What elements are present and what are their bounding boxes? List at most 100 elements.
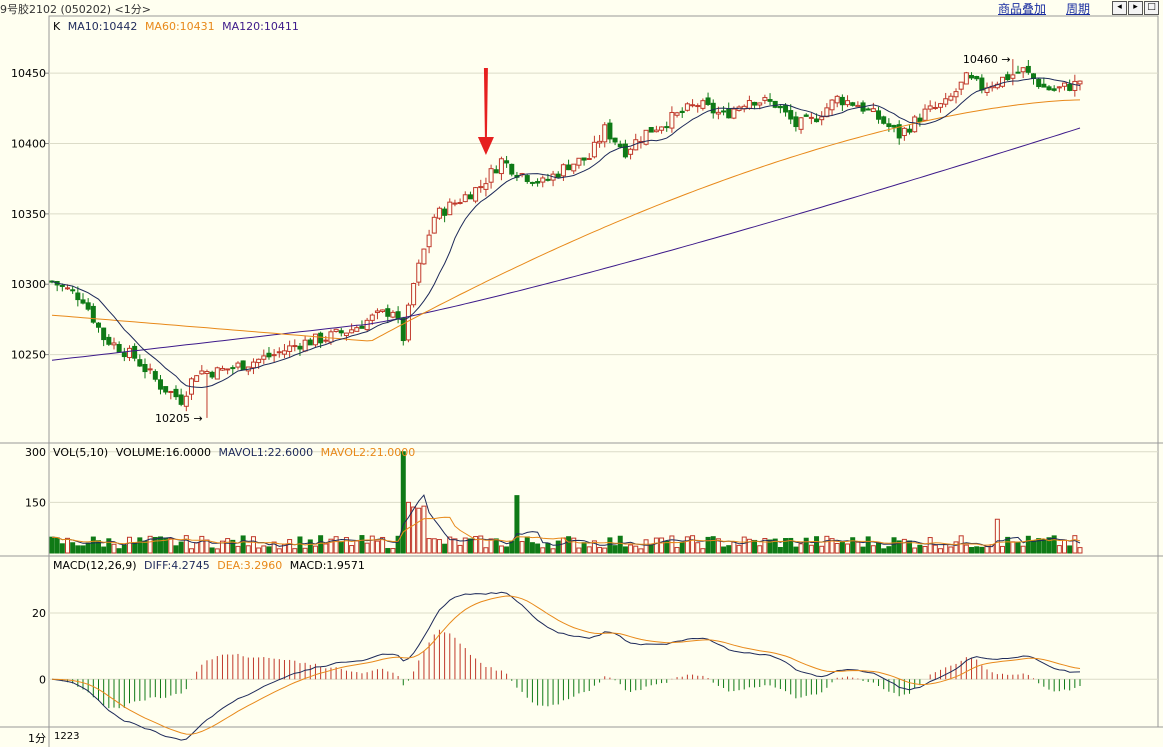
- volume-bar: [695, 542, 701, 554]
- volume-bar: [969, 546, 975, 554]
- volume-bar: [705, 536, 711, 554]
- volume-bar: [483, 547, 489, 554]
- diff-value: DIFF:4.2745: [144, 559, 210, 572]
- candle-body: [209, 371, 215, 378]
- candle-body: [194, 375, 200, 382]
- candle-body: [591, 141, 597, 158]
- overlay-button[interactable]: 商品叠加: [998, 2, 1047, 16]
- volume-bar: [364, 542, 370, 554]
- volume-bar: [752, 539, 758, 554]
- volume-bar: [354, 540, 360, 554]
- volume-bar: [700, 548, 706, 554]
- volume-bar: [59, 543, 65, 554]
- candle-body: [824, 107, 830, 118]
- candle-body: [1005, 74, 1011, 81]
- volume-bar: [194, 542, 200, 554]
- candle-body: [101, 327, 107, 341]
- diff-line: [51, 591, 1081, 741]
- candle-body: [560, 164, 566, 177]
- volume-bar: [922, 546, 928, 554]
- candle-body: [359, 325, 365, 329]
- macd-histogram: [56, 629, 1081, 709]
- candle-body: [395, 311, 401, 319]
- volume-bar: [1041, 538, 1047, 554]
- volume-bar: [457, 544, 463, 554]
- candle-body: [297, 345, 303, 350]
- y-tick-label: 10300: [11, 278, 46, 291]
- candle-body: [535, 181, 541, 184]
- volume-bar: [369, 535, 375, 554]
- candle-body: [116, 344, 122, 353]
- candle-body: [845, 100, 851, 106]
- candle-body: [819, 116, 825, 121]
- volume-bar: [793, 546, 799, 554]
- y-tick-label: 10250: [11, 349, 46, 362]
- candle-body: [473, 187, 479, 202]
- candle-body: [746, 100, 752, 110]
- volume-bar: [400, 451, 406, 554]
- price-legend: K MA10:10442 MA60:10431 MA120:10411: [53, 20, 303, 33]
- volume-bar: [106, 538, 112, 554]
- volume-bar: [514, 495, 520, 554]
- candle-body: [643, 129, 649, 145]
- candle-body: [555, 173, 561, 178]
- candle-body: [1077, 80, 1083, 85]
- candle-body: [106, 336, 112, 345]
- volume-bar: [209, 547, 215, 554]
- candles: [49, 59, 1083, 418]
- volume-bar: [199, 535, 205, 554]
- volume-bar: [85, 542, 91, 554]
- candle-body: [612, 137, 618, 143]
- volume-bar: [312, 545, 318, 554]
- volume-bar: [876, 541, 882, 554]
- volume-bar: [984, 545, 990, 554]
- candle-body: [839, 96, 845, 106]
- volume-bar: [142, 540, 148, 554]
- candle-body: [581, 157, 587, 161]
- arrow-right-icon[interactable]: ▸: [1128, 1, 1143, 15]
- arrow-left-icon[interactable]: ◂: [1112, 1, 1127, 15]
- candle-body: [597, 140, 603, 144]
- volume-bar: [385, 548, 391, 554]
- candle-body: [287, 345, 293, 352]
- volume-bar: [684, 536, 690, 554]
- volume-bar: [416, 507, 422, 554]
- candle-body: [793, 116, 799, 128]
- volume-bar: [421, 505, 427, 554]
- mavol2-line: [51, 516, 1081, 546]
- candle-body: [235, 362, 241, 368]
- candle-body: [467, 194, 473, 200]
- volume-bar: [535, 543, 541, 554]
- candle-body: [695, 105, 701, 108]
- candle-body: [1015, 71, 1021, 74]
- volume-bar: [323, 543, 329, 554]
- volume-bar: [374, 540, 380, 554]
- candle-body: [969, 74, 975, 79]
- candle-body: [343, 332, 349, 336]
- candle-body: [814, 118, 820, 123]
- maximize-icon[interactable]: □: [1144, 1, 1159, 15]
- volume-bar: [230, 539, 236, 554]
- volume-bar: [343, 537, 349, 554]
- volume-bar: [932, 544, 938, 554]
- volume-bar: [328, 538, 334, 554]
- top-toolbar: 9号胶2102 (050202) <1分> 商品叠加 周期 ◂ ▸ □: [0, 0, 1163, 16]
- volume-bar: [607, 537, 613, 554]
- candle-body: [932, 107, 938, 110]
- candle-body: [421, 248, 427, 265]
- volume-bar: [1005, 536, 1011, 554]
- volume-bar: [783, 538, 789, 554]
- candle-body: [979, 77, 985, 91]
- period-button[interactable]: 周期: [1066, 2, 1091, 16]
- vol-tick-label: 150: [25, 496, 46, 509]
- volume-bar: [855, 541, 861, 554]
- volume-bar: [90, 536, 96, 554]
- candle-body: [1051, 88, 1057, 91]
- candle-body: [1041, 83, 1047, 88]
- volume-bar: [690, 535, 696, 554]
- candle-body: [1020, 67, 1026, 73]
- candle-body: [509, 163, 515, 175]
- volume-bar: [95, 540, 101, 554]
- macd-tick-label: 0: [39, 673, 46, 686]
